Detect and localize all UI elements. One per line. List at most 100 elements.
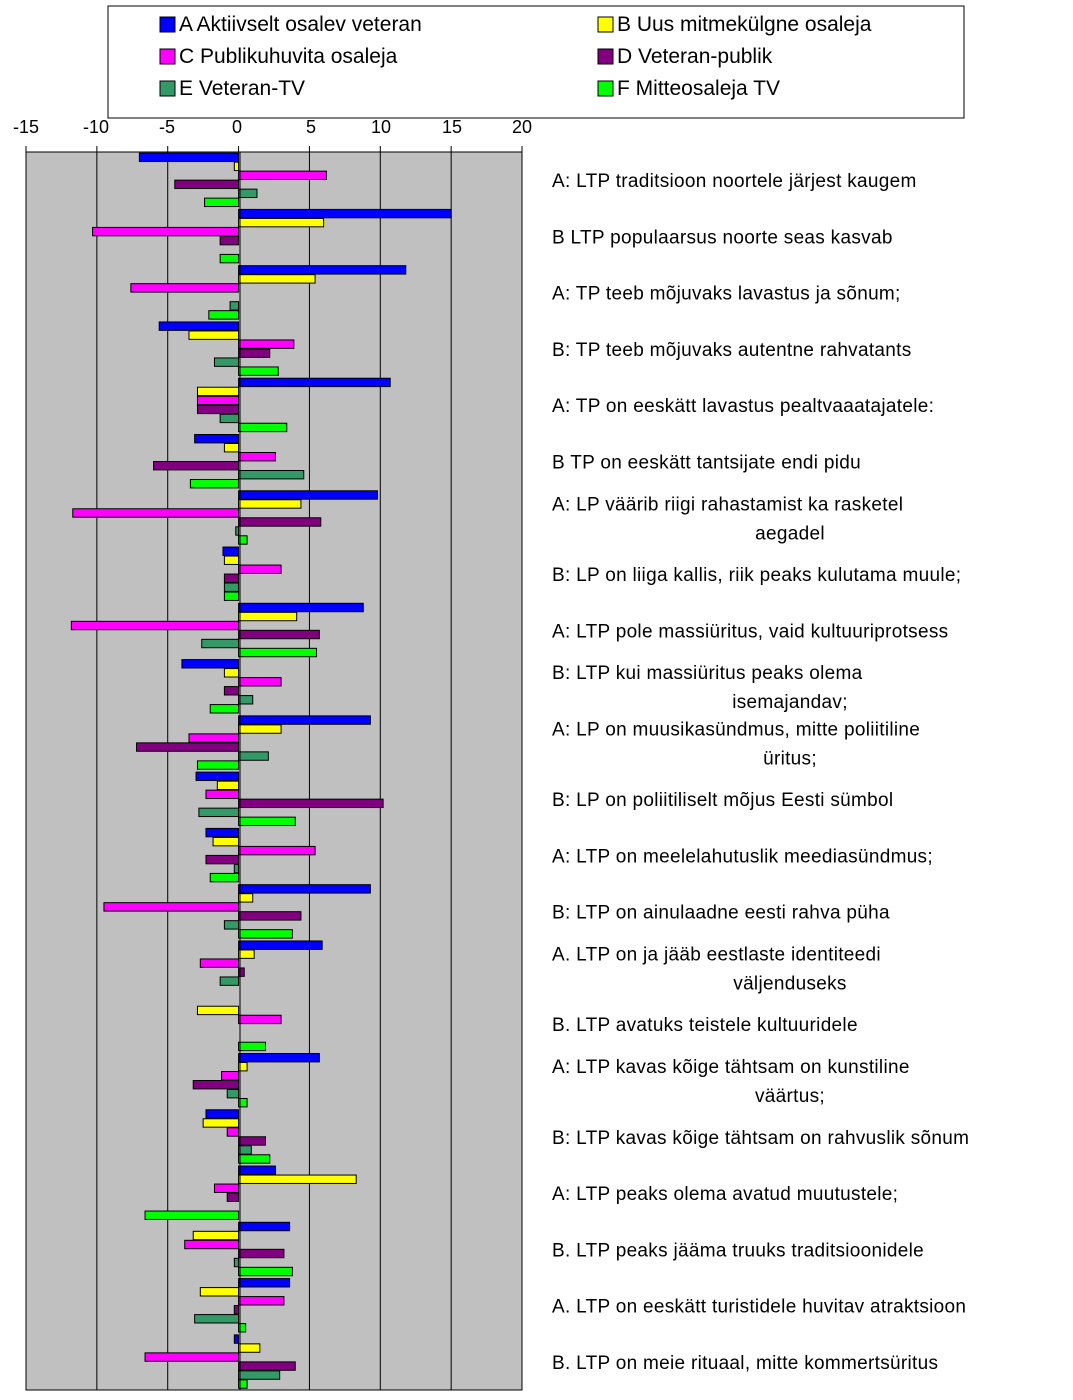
bar [238,470,305,480]
bar [238,611,298,622]
bar [192,1080,240,1090]
bar [238,1379,248,1389]
category-label: A: TP teeb mõjuvaks lavastus ja sõnum; [552,284,901,305]
x-tick-label: 20 [512,117,532,137]
category-label: B: LTP on ainulaadne eesti rahva püha [552,903,890,924]
bar [201,638,240,649]
bar [158,321,240,331]
bar [196,760,240,770]
bar [238,170,327,181]
bar [216,780,240,791]
bar [205,789,240,800]
bar [238,490,378,500]
legend-swatch [597,80,614,97]
bar [205,827,240,838]
x-tick-label: -15 [13,117,39,137]
bar [238,647,318,658]
bar [238,422,288,433]
bar [238,929,293,939]
bar [208,310,240,320]
bar [238,1323,247,1333]
category-label: väljenduseks [733,973,846,994]
bar [238,1266,293,1277]
bar [238,629,320,640]
bar [199,1287,240,1297]
bar [195,771,240,782]
bar [238,724,282,734]
category-label: B LTP populaarsus noorte seas kasvab [552,227,893,248]
legend-swatch [159,16,176,33]
bar [238,499,302,509]
bar [238,452,276,462]
bar [238,1053,320,1063]
bar [238,366,279,376]
bar [223,686,240,696]
bar [199,958,240,968]
bar [192,1230,240,1241]
bar [238,798,384,809]
legend-label: F Mitteosaleja TV [617,77,780,100]
category-label: A: TP on eeskätt lavastus pealtvaaatajat… [552,396,934,417]
bar [196,386,240,397]
bar [238,339,295,349]
bar [238,816,296,827]
bar [238,1248,285,1259]
bar [219,235,240,246]
plot-area [25,151,523,1391]
bar [238,1041,266,1052]
x-tick-label: 10 [371,117,391,137]
bar [196,395,240,406]
bar [235,526,240,536]
bar [196,404,240,415]
bar [226,1127,240,1137]
legend: A Aktiivselt osalev veteran B Uus mitmekü… [107,5,965,119]
bar [223,920,240,930]
legend-label: A Aktiivselt osalev veteran [179,13,422,36]
x-tick-label: 5 [306,117,316,137]
bar [223,443,240,453]
bar [238,1154,271,1164]
x-tick-label: 0 [232,117,242,137]
bar [205,1109,240,1119]
bar [238,1165,276,1175]
category-label: väärtus; [755,1086,825,1107]
bar [238,188,258,199]
bar [223,668,240,678]
bar [238,602,364,613]
bar [189,479,240,489]
bar [188,733,240,743]
category-label: B: LTP kavas kõige tähtsam on rahvuslik … [552,1128,969,1149]
bar [92,226,240,237]
category-label: üritus; [763,748,817,769]
bar [153,461,240,471]
category-label: A. LTP on ja jääb eestlaste identiteedi [552,944,881,965]
bar [219,253,240,264]
bar [238,1174,357,1184]
bar [238,208,452,219]
category-label: A: LP väärib riigi rahastamist ka rasket… [552,494,903,515]
bar [188,330,240,340]
legend-swatch [597,16,614,33]
bar [233,1257,240,1268]
bar [233,1334,240,1344]
bar [138,152,240,163]
bar [184,1239,240,1250]
bar [238,884,371,894]
bar [103,902,240,912]
bar [238,695,254,705]
bar [196,1005,240,1016]
bar [181,659,240,669]
legend-box [107,5,965,119]
legend-swatch [159,80,176,97]
x-tick-label: -5 [159,117,175,137]
bars [70,152,452,1389]
bar [194,434,240,444]
bar [72,508,240,518]
bar [238,893,254,903]
category-label: A: LTP pole massiüritus, vaid kultuuripr… [552,621,948,642]
bar [238,715,371,725]
bar [223,591,240,601]
bar [238,274,316,284]
bar [238,265,407,275]
